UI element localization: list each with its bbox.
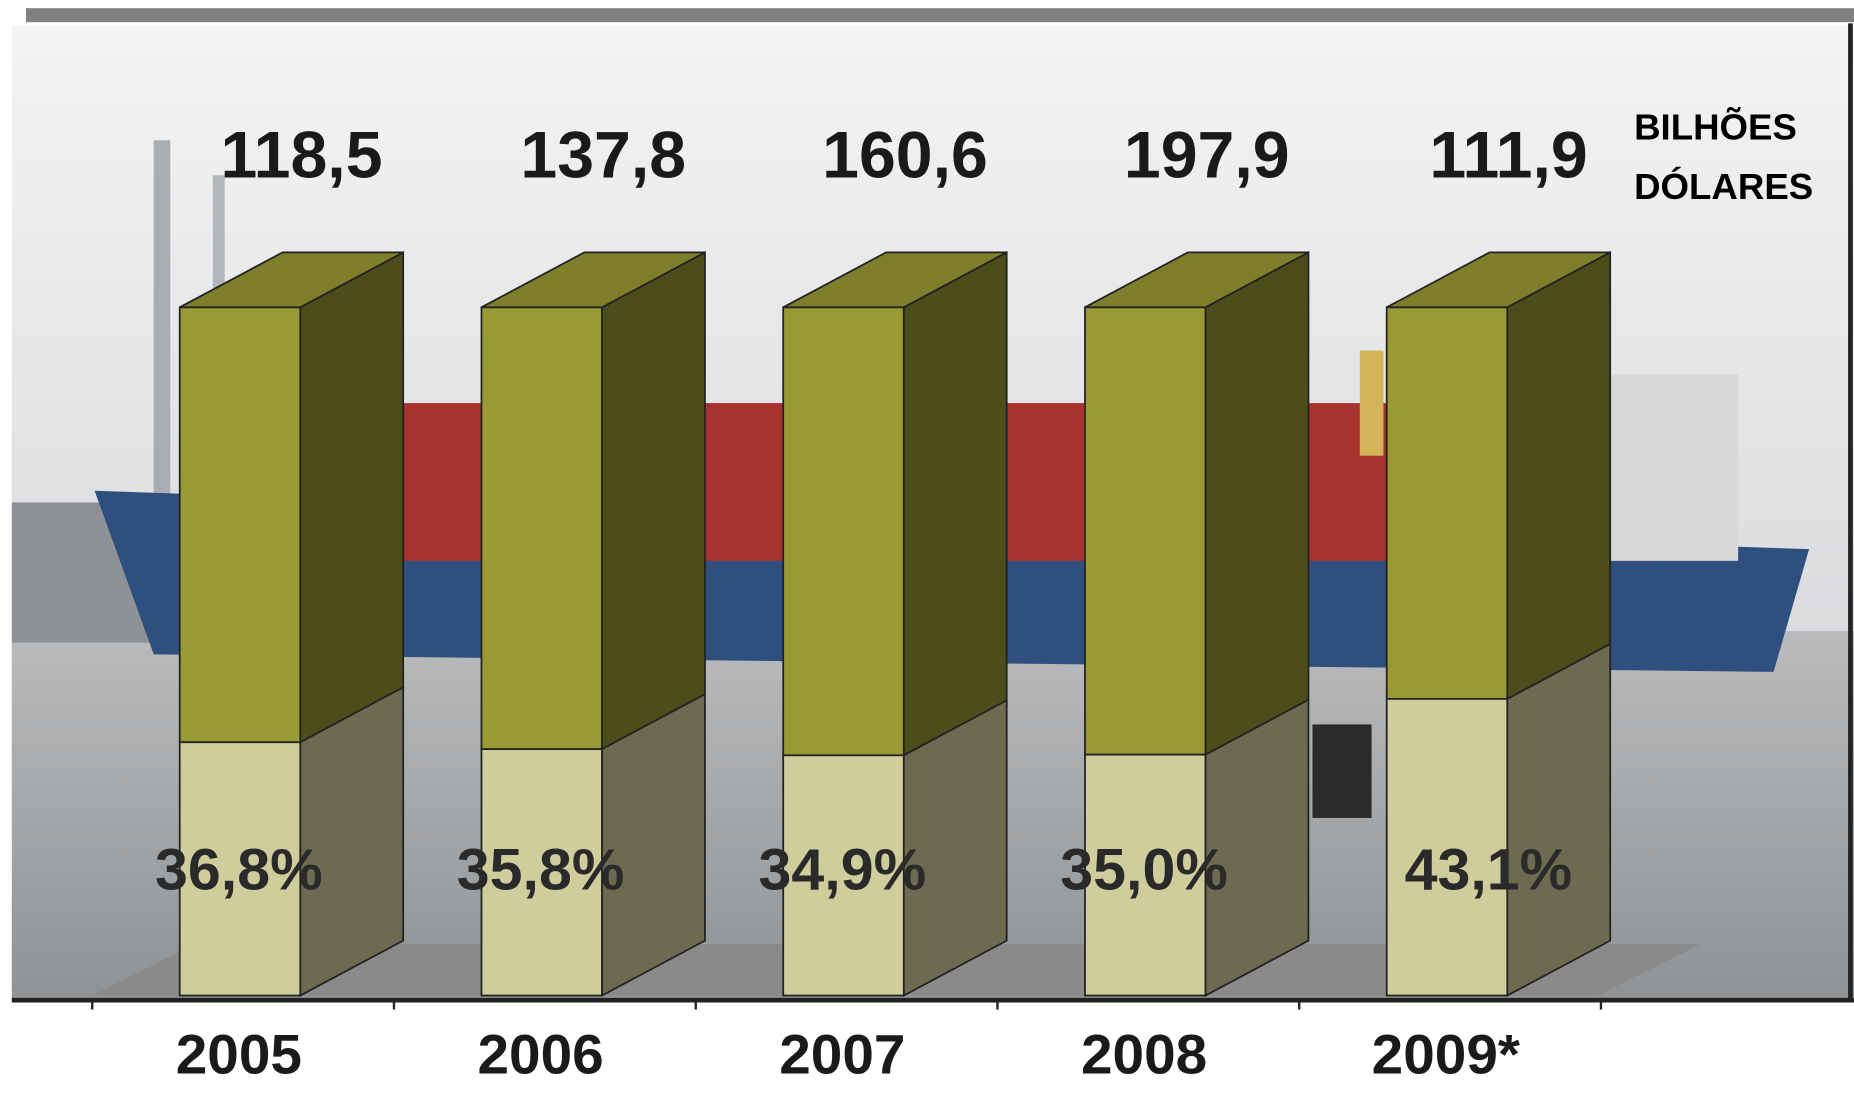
x-tick-label: 2009*	[1372, 1023, 1520, 1086]
top-rule	[26, 8, 1854, 23]
total-label: 111,9	[1429, 118, 1587, 192]
x-tick-label: 2005	[176, 1023, 302, 1086]
total-label: 197,9	[1124, 118, 1290, 192]
bar	[480, 748, 603, 997]
bar-top	[1084, 251, 1309, 309]
bar-remainder	[1084, 306, 1207, 756]
value-label: 34,9%	[759, 838, 927, 903]
value-label: 36,8%	[155, 838, 323, 903]
total-label: 160,6	[822, 118, 988, 192]
bar	[782, 754, 905, 997]
bar-remainder	[480, 306, 603, 751]
total-label: 118,5	[221, 118, 383, 192]
x-tick-label: 2008	[1081, 1023, 1207, 1086]
bar-remainder	[782, 306, 905, 757]
x-tick-label: 2007	[779, 1023, 905, 1086]
bar-remainder-side	[1506, 250, 1612, 701]
bar-side	[1506, 642, 1612, 997]
bar	[178, 741, 302, 997]
bar-side	[299, 685, 405, 997]
total-label: 137,8	[520, 118, 686, 192]
bar-remainder-side	[299, 250, 405, 744]
unit-label: DÓLARES	[1634, 165, 1813, 207]
value-label: 43,1%	[1405, 838, 1573, 903]
bar-remainder	[1385, 306, 1509, 700]
bar-side	[601, 692, 706, 997]
bar-remainder-side	[902, 250, 1008, 757]
bar-top	[782, 251, 1008, 309]
x-tick-label: 2006	[477, 1023, 603, 1086]
bar-side	[902, 698, 1008, 997]
bar-remainder-side	[601, 250, 706, 751]
bar-top	[1386, 251, 1611, 309]
bar-side	[1204, 698, 1310, 997]
unit-label: BILHÕES	[1634, 105, 1797, 147]
bar	[1084, 753, 1207, 997]
value-label: 35,8%	[457, 838, 625, 903]
bar-top	[179, 251, 404, 309]
bar-remainder-side	[1204, 250, 1310, 757]
bar-remainder	[178, 306, 302, 744]
value-label: 35,0%	[1060, 838, 1228, 903]
bar-top	[481, 251, 706, 309]
